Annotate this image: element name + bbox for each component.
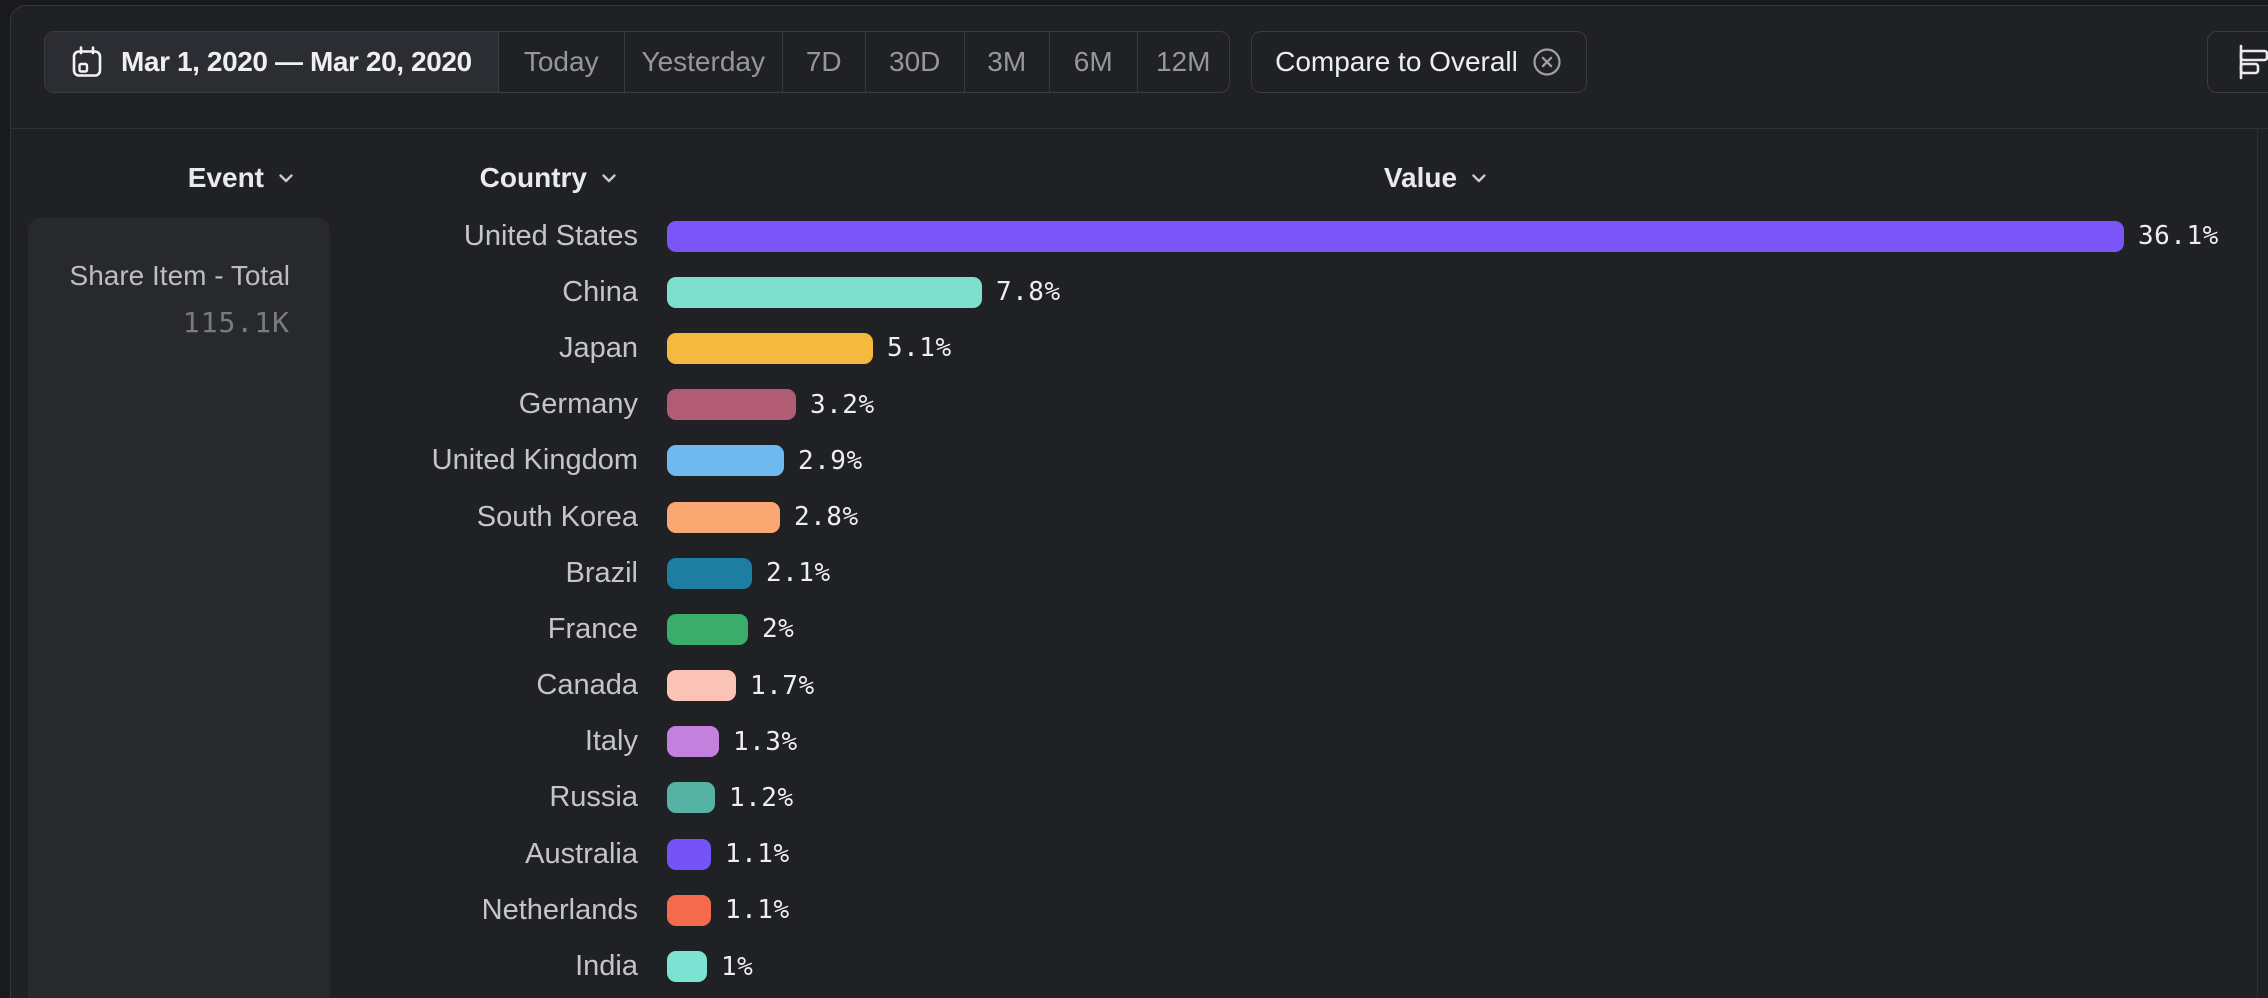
toolbar-divider	[11, 128, 2268, 129]
value-label: 2.9%	[798, 445, 863, 476]
bar[interactable]	[667, 894, 711, 926]
country-column-label: Country	[479, 162, 587, 193]
bar-row: United Kingdom 2.9%	[0, 433, 2268, 489]
preset-today-button[interactable]: Today	[499, 32, 625, 92]
preset-12m-button[interactable]: 12M	[1155, 46, 1211, 77]
country-label: South Korea	[476, 500, 638, 533]
bar[interactable]	[667, 501, 780, 533]
value-label: 2.1%	[766, 558, 831, 589]
bar[interactable]	[667, 838, 711, 870]
bar-row: Brazil 2.1%	[0, 545, 2268, 601]
bar-row: China 7.8%	[0, 264, 2268, 320]
bar-row: India 1%	[0, 938, 2268, 994]
bar-row: Canada 1.7%	[0, 658, 2268, 714]
value-label: 7.8%	[996, 277, 1061, 308]
bar[interactable]	[667, 220, 2124, 252]
event-column-header[interactable]: Event	[188, 160, 297, 196]
bar-row: Australia 1.1%	[0, 826, 2268, 882]
country-label: United States	[463, 219, 638, 252]
event-total: 115.1K	[182, 306, 290, 340]
chevron-down-icon	[275, 167, 297, 189]
bar-row: France 2%	[0, 601, 2268, 657]
value-label: 2.8%	[794, 502, 859, 533]
preset-30d-button[interactable]: 30D	[866, 32, 965, 92]
value-label: 36.1%	[2138, 221, 2219, 252]
country-column-header[interactable]: Country	[480, 160, 620, 196]
chart-type-button[interactable]	[2207, 31, 2268, 93]
country-label: Russia	[549, 781, 638, 814]
value-label: 1.2%	[729, 782, 794, 813]
bar-row: Netherlands 1.1%	[0, 882, 2268, 938]
compare-to-overall-label: Compare to Overall	[1275, 46, 1518, 77]
value-column-label: Value	[1383, 162, 1458, 193]
panel-right-divider	[2257, 129, 2258, 998]
country-label: Japan	[558, 331, 638, 364]
value-label: 1%	[721, 951, 754, 982]
bar-row: Germany 3.2%	[0, 377, 2268, 433]
bar[interactable]	[667, 951, 707, 983]
value-label: 1.3%	[733, 726, 798, 757]
date-range-segmented-control: Mar 1, 2020 — Mar 20, 2020 Today Yesterd…	[44, 31, 1230, 93]
horizontal-bar-chart-icon	[2234, 43, 2268, 81]
preset-6m-button[interactable]: 6M	[1050, 32, 1138, 92]
country-label: Germany	[518, 388, 638, 421]
value-label: 1.1%	[725, 839, 790, 870]
bar[interactable]	[667, 782, 715, 814]
chevron-down-icon	[598, 167, 620, 189]
bar-row: United States 36.1%	[0, 208, 2268, 264]
bar-row: Russia 1.2%	[0, 770, 2268, 826]
value-label: 1.7%	[750, 670, 815, 701]
value-label: 1.1%	[725, 895, 790, 926]
bar[interactable]	[667, 332, 873, 364]
country-label: India	[575, 950, 638, 983]
compare-to-overall-button[interactable]: Compare to Overall	[1251, 31, 1587, 93]
bar-rows: United States 36.1% China 7.8% Japan 5.1% Germ…	[0, 208, 2268, 995]
country-label: France	[547, 612, 638, 645]
circle-x-icon[interactable]	[1531, 46, 1563, 78]
bar[interactable]	[667, 389, 796, 421]
value-label: 3.2%	[810, 389, 875, 420]
country-label: Netherlands	[481, 893, 638, 926]
chevron-down-icon	[1468, 167, 1490, 189]
date-range-button[interactable]: Mar 1, 2020 — Mar 20, 2020	[45, 32, 499, 92]
country-label: China	[562, 275, 638, 308]
country-label: Australia	[525, 837, 638, 870]
bar[interactable]	[667, 276, 982, 308]
value-label: 5.1%	[887, 333, 952, 364]
main-panel	[10, 5, 2268, 998]
bar[interactable]	[667, 557, 752, 589]
calendar-icon	[69, 44, 105, 80]
event-column-label: Event	[187, 162, 264, 193]
bar[interactable]	[667, 445, 784, 477]
preset-3m-button[interactable]: 3M	[965, 32, 1050, 92]
country-label: Brazil	[565, 556, 638, 589]
value-label: 2%	[762, 614, 795, 645]
country-label: United Kingdom	[431, 444, 638, 477]
event-name: Share Item - Total	[69, 260, 290, 291]
value-column-header[interactable]: Value	[1384, 160, 1490, 196]
country-label: Italy	[584, 725, 638, 758]
preset-7d-button[interactable]: 7D	[783, 32, 866, 92]
bar-row: Japan 5.1%	[0, 320, 2268, 376]
bar[interactable]	[667, 670, 736, 702]
country-label: Canada	[536, 669, 638, 702]
bar-row: South Korea 2.8%	[0, 489, 2268, 545]
date-range-label: Mar 1, 2020 — Mar 20, 2020	[121, 46, 472, 77]
bar[interactable]	[667, 613, 748, 645]
bar[interactable]	[667, 726, 719, 758]
preset-yesterday-button[interactable]: Yesterday	[625, 32, 783, 92]
event-list-item[interactable]: Share Item - Total 115.1K	[28, 218, 330, 998]
bar-row: Italy 1.3%	[0, 714, 2268, 770]
